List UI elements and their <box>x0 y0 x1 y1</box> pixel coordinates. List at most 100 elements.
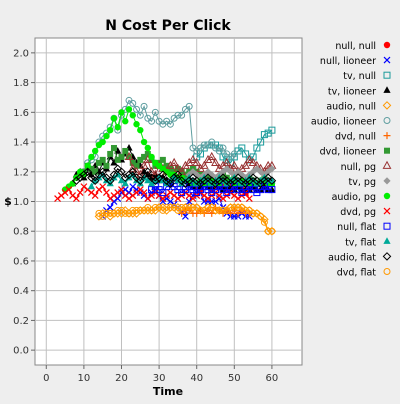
data-point <box>114 206 122 214</box>
data-point <box>260 218 268 226</box>
data-point <box>144 150 151 157</box>
data-point <box>260 131 268 139</box>
data-point <box>268 126 276 134</box>
data-point <box>166 179 175 188</box>
data-point <box>113 164 123 174</box>
y-tick-label: 0.8 <box>13 227 29 238</box>
data-point <box>263 173 273 183</box>
x-tick-label: 20 <box>115 373 128 384</box>
data-point <box>129 112 136 119</box>
data-point <box>215 206 223 214</box>
data-point <box>133 162 140 169</box>
data-point <box>118 186 125 194</box>
legend-label: audio, flat <box>328 252 376 263</box>
legend-marker <box>383 117 391 124</box>
data-point <box>169 157 179 166</box>
data-point <box>87 173 96 183</box>
data-point <box>143 167 153 177</box>
data-point <box>257 138 265 146</box>
legend-marker <box>382 252 392 261</box>
data-point <box>102 173 111 183</box>
data-point <box>181 212 189 220</box>
series-14 <box>72 164 277 188</box>
data-point <box>103 189 110 197</box>
data-point <box>132 173 141 183</box>
series-15 <box>95 203 276 235</box>
data-point <box>204 203 212 211</box>
data-point <box>88 153 95 161</box>
data-point <box>242 206 250 214</box>
data-point <box>199 160 209 169</box>
data-point <box>137 126 144 134</box>
data-point <box>135 176 145 185</box>
data-point <box>91 147 99 155</box>
data-point <box>110 158 118 166</box>
legend-label: null, pg <box>341 162 376 173</box>
data-point <box>170 173 178 181</box>
data-point <box>76 189 84 197</box>
data-point <box>107 150 114 157</box>
data-point <box>140 189 148 197</box>
data-point <box>230 203 238 211</box>
data-point <box>147 179 156 187</box>
data-point <box>109 170 119 180</box>
x-tick-label: 50 <box>228 373 241 384</box>
data-point <box>125 106 133 113</box>
data-point <box>207 151 217 161</box>
data-point <box>114 146 122 154</box>
data-point <box>241 160 251 169</box>
legend-marker <box>382 160 392 169</box>
chart-title: N Cost Per Click <box>105 18 231 34</box>
data-point <box>137 156 144 163</box>
data-point <box>248 157 258 166</box>
y-tick-label: 1.6 <box>13 108 29 119</box>
data-point <box>196 206 204 214</box>
series-line <box>76 168 273 185</box>
series-layer <box>54 96 277 236</box>
data-point <box>99 183 107 191</box>
data-point <box>122 147 129 154</box>
data-point <box>245 195 253 202</box>
data-point <box>99 156 106 163</box>
legend-marker <box>383 192 391 200</box>
data-point <box>84 162 91 170</box>
legend-marker <box>383 177 391 185</box>
y-tick-label: 0.2 <box>13 316 29 327</box>
legend-marker <box>383 222 391 230</box>
data-point <box>148 117 156 125</box>
data-point <box>233 173 243 183</box>
data-point <box>158 170 168 180</box>
data-point <box>218 173 228 183</box>
data-point <box>117 176 126 184</box>
legend-marker <box>383 71 391 79</box>
data-point <box>151 203 159 211</box>
data-point <box>222 176 232 185</box>
data-point <box>212 206 220 214</box>
data-point <box>264 227 272 235</box>
data-point <box>122 118 129 125</box>
data-point <box>98 167 107 177</box>
data-point <box>106 209 114 217</box>
data-point <box>88 165 95 172</box>
y-tick-label: 1.8 <box>13 78 29 89</box>
x-tick-label: 60 <box>266 373 279 384</box>
data-point <box>121 209 129 217</box>
data-point <box>200 141 208 149</box>
data-point <box>144 176 152 184</box>
data-point <box>118 153 125 160</box>
y-tick-label: 2.0 <box>13 48 29 59</box>
data-point <box>140 138 148 146</box>
legend-label: null, null <box>335 41 376 52</box>
data-point <box>83 167 92 177</box>
y-tick-label: 1.0 <box>13 197 29 208</box>
legend-marker <box>383 56 391 64</box>
data-point <box>163 162 170 169</box>
data-point <box>158 203 168 212</box>
data-point <box>133 206 141 214</box>
y-tick-label: 1.2 <box>13 167 29 178</box>
data-point <box>92 168 99 175</box>
data-point <box>133 105 141 113</box>
data-point <box>107 126 114 134</box>
data-point <box>174 111 182 119</box>
